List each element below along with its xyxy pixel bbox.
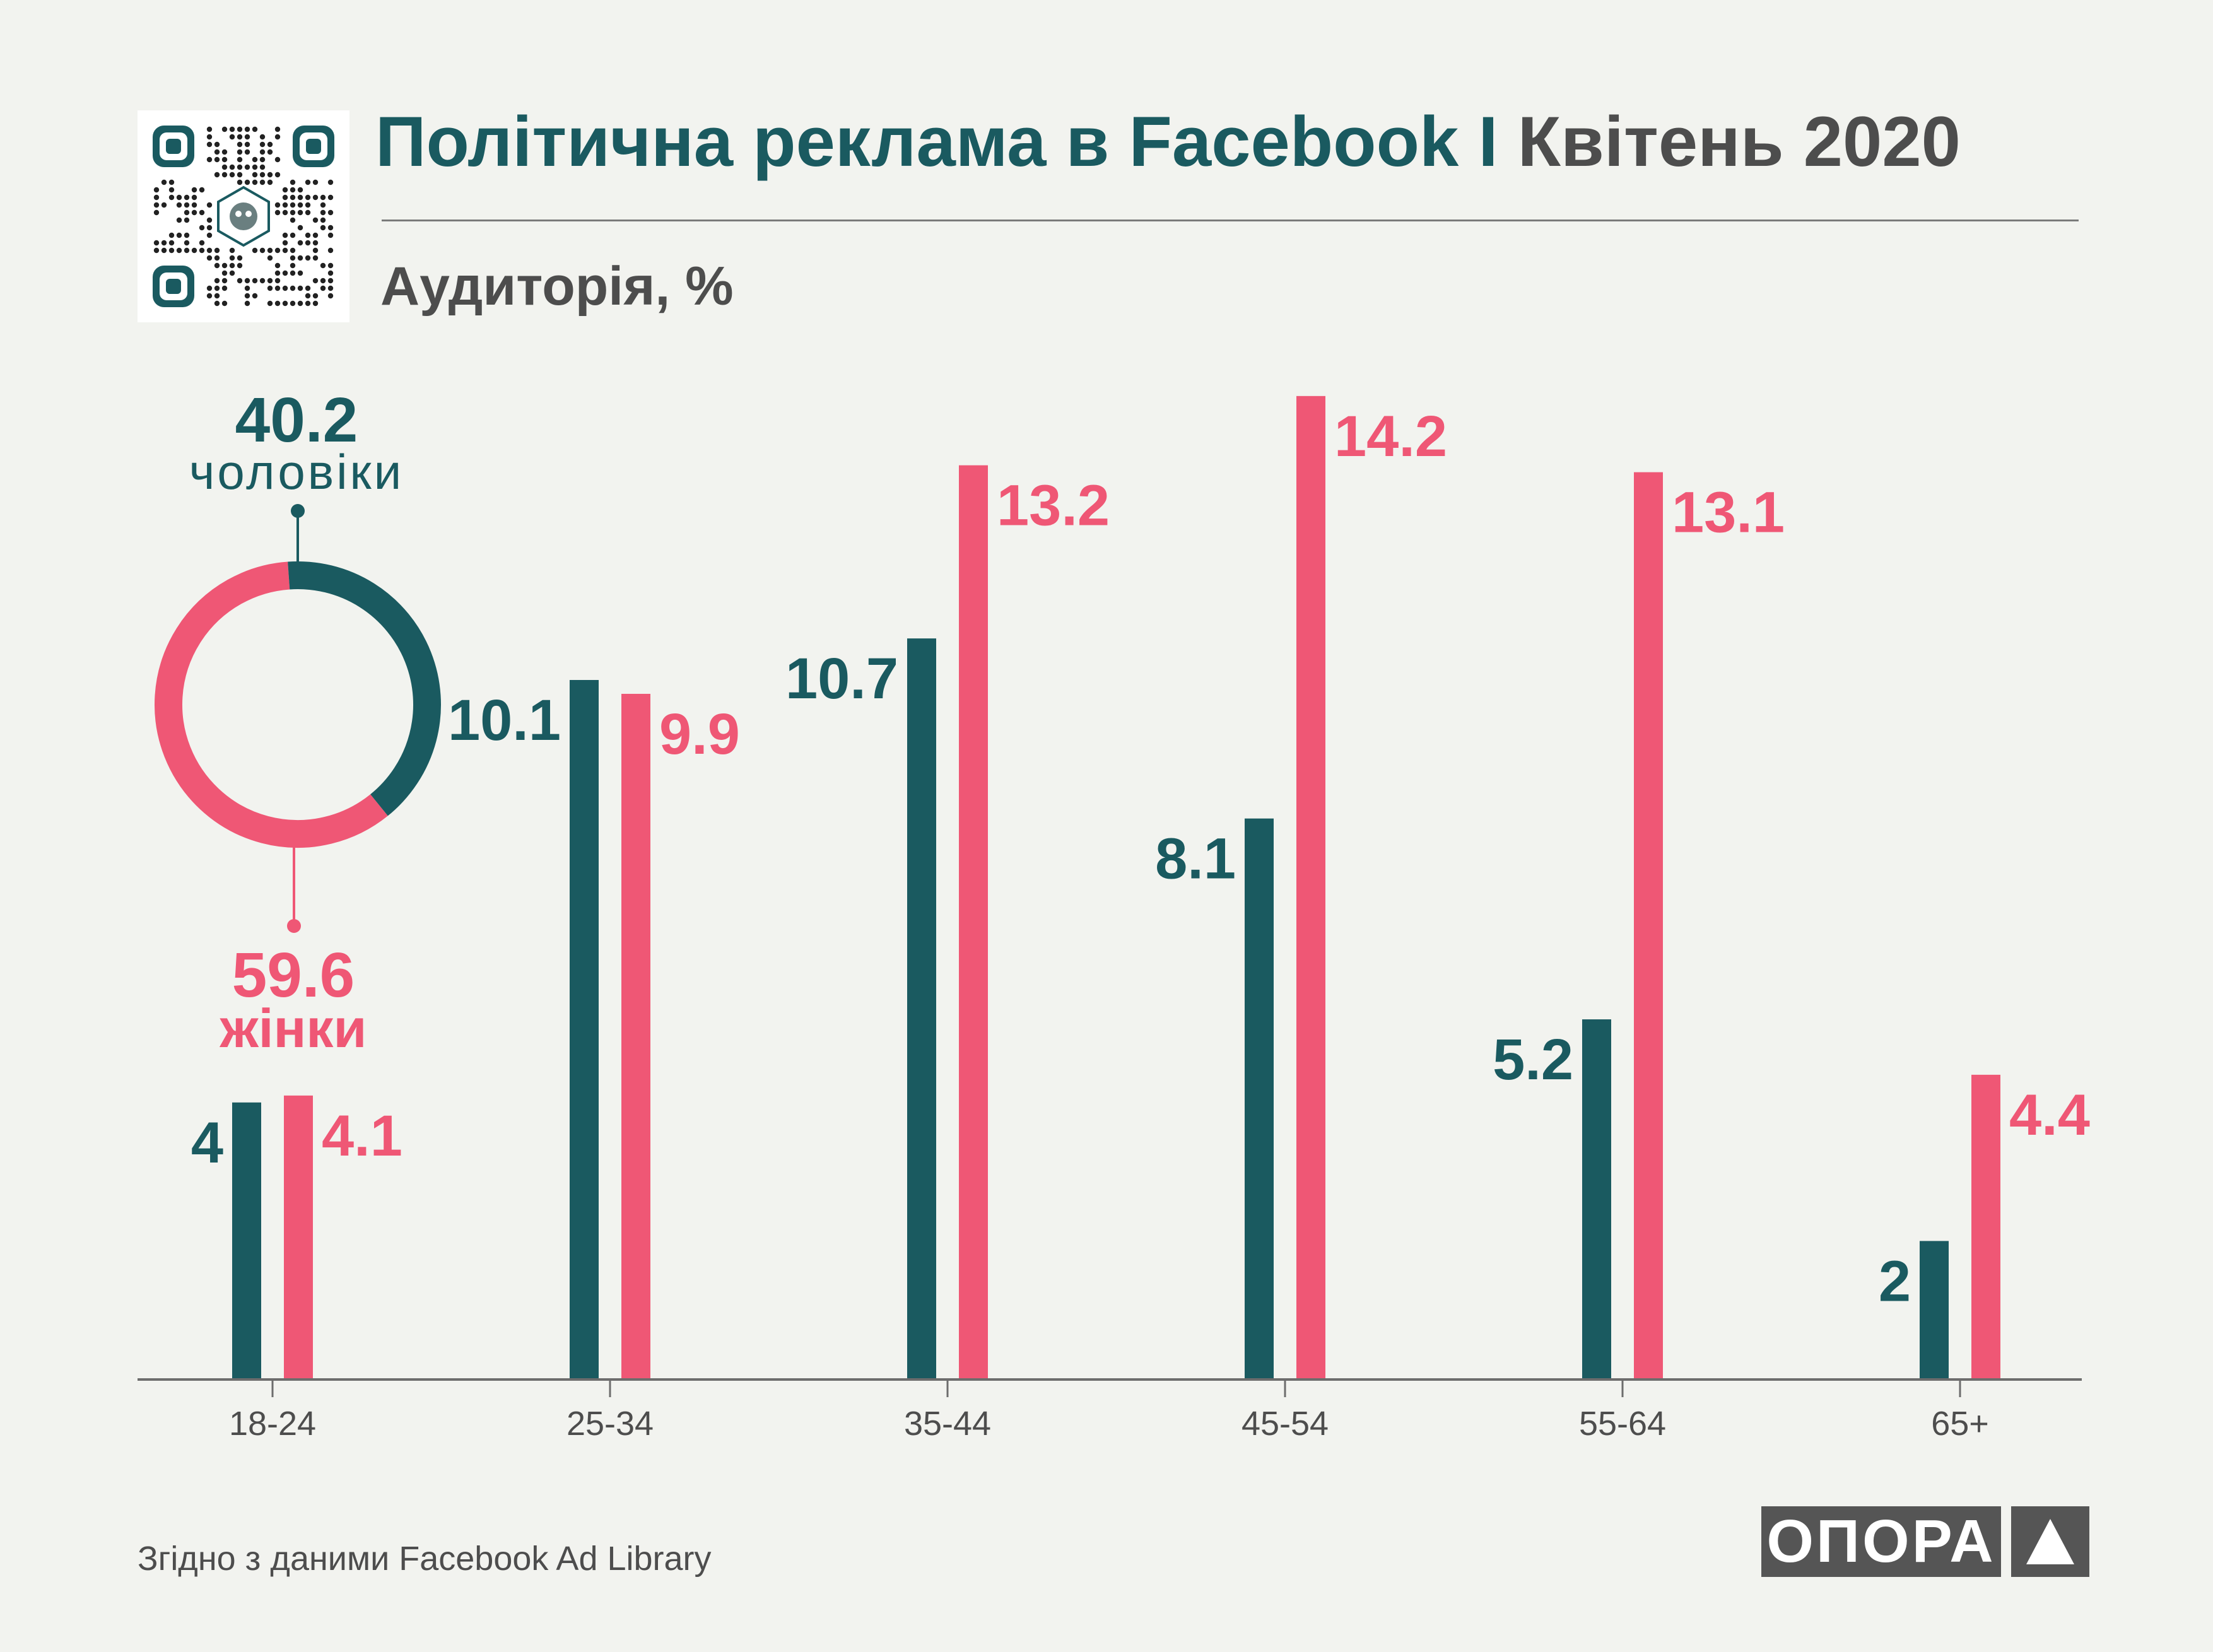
title-divider [382, 220, 2079, 221]
bar-women-35-44 [959, 465, 988, 1380]
women-leader-dot [287, 919, 301, 933]
donut-segment-men [288, 561, 441, 816]
tick-label-18-24: 18-24 [229, 1405, 316, 1443]
title-date: Квітень 2020 [1517, 102, 1961, 181]
tick-label-35-44: 35-44 [904, 1405, 991, 1443]
label-men-65+: 2 [1879, 1249, 1911, 1313]
bar-men-55-64 [1582, 1019, 1611, 1380]
tick-label-55-64: 55-64 [1579, 1405, 1666, 1443]
label-women-65+: 4.4 [2009, 1083, 2090, 1147]
label-women-25-34: 9.9 [659, 702, 740, 766]
qr-code-image [153, 126, 334, 307]
label-women-45-54: 14.2 [1334, 404, 1447, 469]
men-leader-dot [291, 504, 305, 518]
bar-chart: 4 4.1 10.1 9.9 10.7 13.2 8.1 14.2 5.2 13.1 2 4.4 [191, 395, 2090, 1380]
donut-segment-women [155, 561, 388, 848]
label-men-45-54: 8.1 [1155, 827, 1236, 891]
men-label: чоловіки [189, 444, 404, 500]
x-axis-ticks: 18-24 25-34 35-44 45-54 55-64 65+ [229, 1380, 1989, 1443]
women-label: жінки [220, 999, 367, 1059]
bar-men-35-44 [907, 638, 936, 1380]
bar-men-45-54 [1245, 818, 1274, 1380]
chart-subtitle: Аудиторія, % [380, 256, 734, 317]
label-women-18-24: 4.1 [322, 1104, 402, 1168]
title-main: Політична реклама в Facebook I [375, 102, 1498, 181]
bar-men-25-34 [570, 680, 599, 1380]
label-men-35-44: 10.7 [785, 647, 898, 711]
page-title: Політична реклама в Facebook I Квітень 2… [375, 101, 1961, 182]
bar-women-18-24 [284, 1095, 313, 1380]
label-men-25-34: 10.1 [448, 688, 561, 753]
bar-women-55-64 [1634, 472, 1663, 1380]
women-value: 59.6 [232, 940, 355, 1011]
bar-men-18-24 [232, 1102, 261, 1380]
bar-women-65+ [1971, 1074, 2000, 1380]
bar-women-45-54 [1296, 395, 1325, 1380]
logo-text: ОПОРА [1761, 1506, 2001, 1577]
label-men-55-64: 5.2 [1493, 1028, 1573, 1092]
label-men-18-24: 4 [191, 1111, 223, 1175]
bar-women-25-34 [621, 693, 650, 1380]
bar-men-65+ [1920, 1241, 1949, 1380]
opora-logo: ОПОРА [1761, 1506, 2089, 1577]
tick-label-25-34: 25-34 [566, 1405, 654, 1443]
gender-donut [155, 504, 441, 933]
men-value: 40.2 [235, 385, 358, 455]
label-women-35-44: 13.2 [997, 474, 1110, 538]
triangle-icon [2011, 1506, 2089, 1577]
tick-label-45-54: 45-54 [1242, 1405, 1329, 1443]
qr-code [138, 110, 349, 322]
tick-label-65+: 65+ [1931, 1405, 1989, 1443]
label-women-55-64: 13.1 [1672, 481, 1785, 545]
source-note: Згідно з даними Facebook Ad Library [138, 1540, 712, 1578]
